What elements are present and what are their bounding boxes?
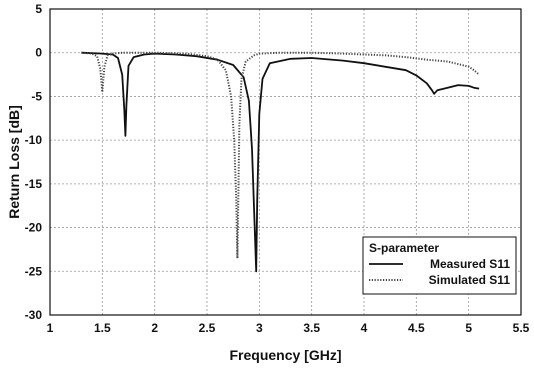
measured-s11-line (81, 51, 480, 273)
y-tick-label: 5 (35, 2, 42, 16)
y-tick-label: -15 (25, 177, 43, 191)
legend-title: S-parameter (369, 241, 439, 255)
y-tick-label: -30 (25, 308, 43, 322)
x-tick-label: 2 (151, 321, 158, 335)
x-tick-label: 3 (256, 321, 263, 335)
x-tick-labels: 1 1.5 2 2.5 3 3.5 4 4.5 5 5.5 (47, 321, 530, 335)
y-tick-label: -10 (25, 133, 43, 147)
x-tick-label: 2.5 (199, 321, 216, 335)
x-tick-label: 1.5 (94, 321, 111, 335)
x-axis-label: Frequency [GHz] (229, 347, 341, 363)
legend-label-measured: Measured S11 (430, 257, 510, 271)
y-axis-label: Return Loss [dB] (6, 105, 22, 219)
x-tick-label: 1 (47, 321, 54, 335)
x-tick-label: 4.5 (408, 321, 425, 335)
y-tick-label: 0 (35, 46, 42, 60)
y-tick-labels: 5 0 -5 -10 -15 -20 -25 -30 (25, 2, 43, 322)
legend-box (362, 236, 517, 295)
x-tick-label: 5.5 (513, 321, 530, 335)
legend: S-parameter Measured S11 Simulated S11 (362, 236, 517, 295)
y-tick-label: -5 (31, 89, 42, 103)
legend-label-simulated: Simulated S11 (429, 273, 511, 287)
y-tick-label: -20 (25, 221, 43, 235)
plot-frame (49, 8, 522, 316)
series-group (81, 51, 480, 273)
x-tick-label: 3.5 (303, 321, 320, 335)
x-tick-label: 4 (361, 321, 368, 335)
x-tick-label: 5 (465, 321, 472, 335)
y-tick-label: -25 (25, 264, 43, 278)
